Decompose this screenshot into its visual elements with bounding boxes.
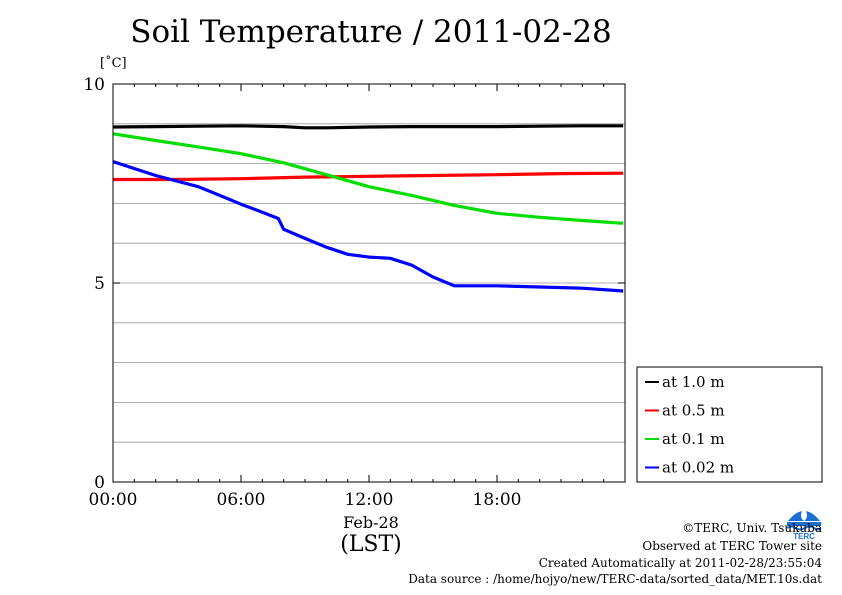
legend-label: at 0.5 m: [662, 402, 725, 420]
legend-label: at 1.0 m: [662, 373, 725, 391]
legend-label: at 0.1 m: [662, 430, 725, 448]
y-tick-label: 0: [94, 473, 105, 493]
series-line: [112, 124, 624, 130]
chart-title: Soil Temperature / 2011-02-28: [130, 14, 612, 50]
footer-copyright: ©TERC, Univ. Tsukuba: [682, 521, 822, 535]
series-line: [112, 132, 624, 225]
y-tick-label: 5: [94, 274, 105, 294]
y-tick-label: 10: [83, 75, 105, 95]
y-axis-unit-label: [˚C]: [100, 56, 127, 71]
logo-text: TERC: [793, 532, 815, 541]
grid-lines: [113, 123, 625, 443]
x-tick-label: 06:00: [217, 490, 266, 510]
x-tick-label: 12:00: [345, 490, 394, 510]
legend-label: at 0.02 m: [662, 459, 734, 477]
x-axis-date-label: Feb-28: [343, 513, 399, 532]
terc-logo: TERC: [784, 503, 824, 541]
footer-source: Data source : /home/hojyo/new/TERC-data/…: [408, 572, 822, 586]
x-tick-label: 18:00: [473, 490, 522, 510]
legend: at 1.0 m at 0.5 m at 0.1 m at 0.02 m: [636, 366, 823, 483]
footer-created: Created Automatically at 2011-02-28/23:5…: [538, 556, 822, 570]
series-line: [112, 160, 624, 293]
axis-ticks: 00:00 06:00 12:00 18:00 0 5 10: [83, 75, 625, 510]
x-axis-timezone-label: (LST): [340, 532, 402, 557]
series-line: [113, 171, 624, 182]
series-lines: [112, 124, 624, 293]
x-tick-label: 00:00: [89, 490, 138, 510]
legend-box: [636, 366, 823, 483]
footer-observed: Observed at TERC Tower site: [642, 539, 822, 553]
